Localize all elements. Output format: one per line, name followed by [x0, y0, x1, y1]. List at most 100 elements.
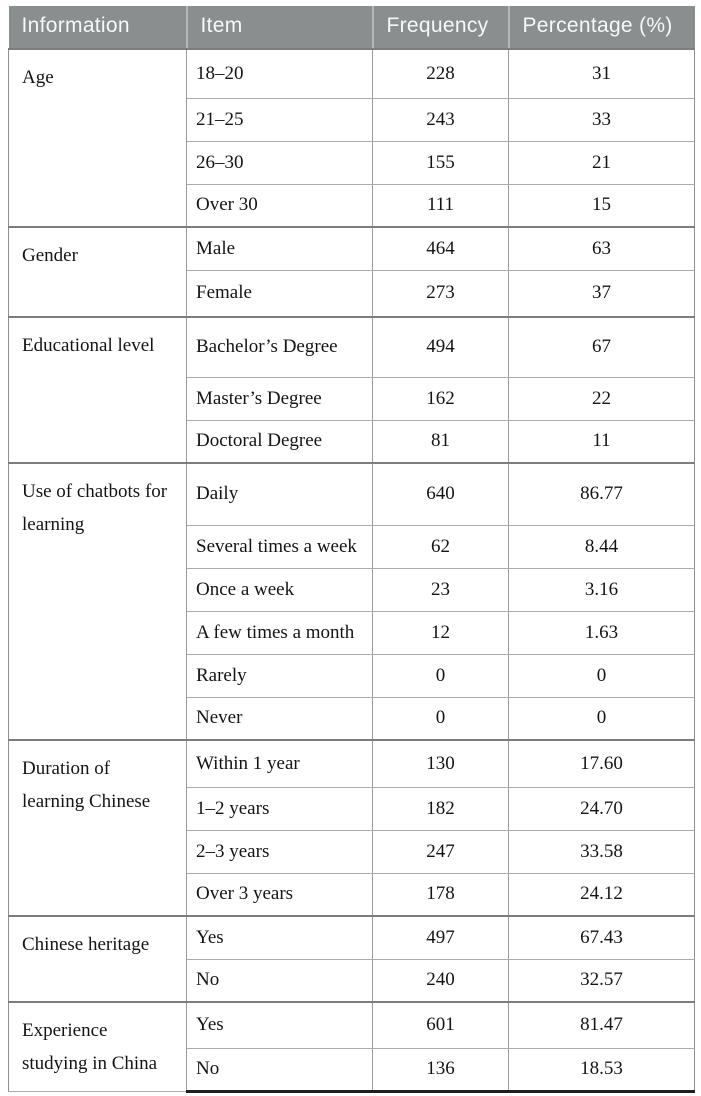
table-row: Doctoral Degree 81 11: [9, 419, 695, 464]
table-header: Information Item Frequency Percentage (%): [8, 6, 695, 50]
item-cell: Yes: [186, 1001, 373, 1049]
percentage-cell: 17.60: [508, 739, 695, 788]
percentage-cell: 22: [508, 376, 695, 421]
frequency-cell: 240: [372, 958, 509, 1003]
percentage-cell: 31: [508, 48, 695, 99]
table-row: Female 273 37: [9, 269, 695, 318]
table-row: Use of chatbots for learning Daily 640 86.7…: [8, 462, 695, 741]
column-header-item: Item: [186, 6, 374, 50]
frequency-cell: 0: [372, 696, 509, 741]
demographics-table: Information Item Frequency Percentage (%) A…: [8, 6, 695, 1093]
frequency-cell: 130: [372, 739, 509, 788]
percentage-cell: 18.53: [508, 1047, 695, 1093]
information-cell: Duration of learning Chinese: [8, 739, 187, 917]
table-row: Never 0 0: [9, 696, 695, 741]
frequency-cell: 247: [372, 829, 509, 874]
table-row: Gender Male 464 63: [8, 226, 695, 318]
table-row: Age 18–20 228 31: [8, 48, 695, 228]
table-row: Educational level Bachelor’s Degree 494 67: [8, 316, 695, 464]
table-row: Duration of learning Chinese Within 1 yea…: [8, 739, 695, 917]
item-cell: Doctoral Degree: [186, 419, 373, 464]
percentage-cell: 37: [508, 269, 695, 318]
percentage-cell: 86.77: [508, 462, 695, 526]
table-row: No 136 18.53: [9, 1047, 695, 1093]
percentage-cell: 81.47: [508, 1001, 695, 1049]
frequency-cell: 243: [372, 97, 509, 142]
percentage-cell: 1.63: [508, 610, 695, 655]
table-row: No 240 32.57: [9, 958, 695, 1003]
item-cell: Master’s Degree: [186, 376, 373, 421]
percentage-cell: 67.43: [508, 915, 695, 960]
table-row: A few times a month 12 1.63: [9, 610, 695, 655]
table-row: 26–30 155 21: [9, 140, 695, 185]
frequency-cell: 162: [372, 376, 509, 421]
information-cell: Gender: [8, 226, 187, 318]
item-cell: Rarely: [186, 653, 373, 698]
frequency-cell: 12: [372, 610, 509, 655]
information-cell: Use of chatbots for learning: [8, 462, 187, 741]
frequency-cell: 601: [372, 1001, 509, 1049]
frequency-cell: 178: [372, 872, 509, 917]
item-cell: Within 1 year: [186, 739, 373, 788]
information-cell: Age: [8, 48, 187, 228]
header-row: Information Item Frequency Percentage (%): [8, 6, 695, 50]
column-header-frequency: Frequency: [372, 6, 510, 50]
table-row: Experience studying in China Yes 601 81.47: [8, 1001, 695, 1092]
table-row: Over 30 111 15: [9, 183, 695, 228]
item-cell: 2–3 years: [186, 829, 373, 874]
percentage-cell: 15: [508, 183, 695, 228]
item-cell: Yes: [186, 915, 373, 960]
information-cell: Experience studying in China: [8, 1001, 187, 1092]
item-cell: Once a week: [186, 567, 373, 612]
frequency-cell: 0: [372, 653, 509, 698]
column-header-percentage: Percentage (%): [508, 6, 695, 50]
table-row: 2–3 years 247 33.58: [9, 829, 695, 874]
item-cell: A few times a month: [186, 610, 373, 655]
percentage-cell: 32.57: [508, 958, 695, 1003]
item-cell: No: [186, 958, 373, 1003]
table-row: Rarely 0 0: [9, 653, 695, 698]
item-cell: Female: [186, 269, 373, 318]
item-cell: Several times a week: [186, 524, 373, 569]
frequency-cell: 228: [372, 48, 509, 99]
table-row: Over 3 years 178 24.12: [9, 872, 695, 917]
percentage-cell: 0: [508, 653, 695, 698]
frequency-cell: 155: [372, 140, 509, 185]
information-cell: Chinese heritage: [8, 915, 187, 1003]
percentage-cell: 33.58: [508, 829, 695, 874]
frequency-cell: 136: [372, 1047, 509, 1093]
item-cell: 21–25: [186, 97, 373, 142]
percentage-cell: 63: [508, 226, 695, 271]
column-header-information: Information: [8, 6, 188, 50]
frequency-cell: 62: [372, 524, 509, 569]
percentage-cell: 0: [508, 696, 695, 741]
item-cell: Daily: [186, 462, 373, 526]
item-cell: Over 30: [186, 183, 373, 228]
item-cell: 18–20: [186, 48, 373, 99]
frequency-cell: 182: [372, 786, 509, 831]
table-row: Once a week 23 3.16: [9, 567, 695, 612]
percentage-cell: 11: [508, 419, 695, 464]
frequency-cell: 111: [372, 183, 509, 228]
frequency-cell: 81: [372, 419, 509, 464]
percentage-cell: 33: [508, 97, 695, 142]
percentage-cell: 8.44: [508, 524, 695, 569]
table-row: Chinese heritage Yes 497 67.43: [8, 915, 695, 1003]
information-cell: Educational level: [8, 316, 187, 464]
frequency-cell: 494: [372, 316, 509, 378]
percentage-cell: 21: [508, 140, 695, 185]
table-row: Master’s Degree 162 22: [9, 376, 695, 421]
table-row: Several times a week 62 8.44: [9, 524, 695, 569]
item-cell: Never: [186, 696, 373, 741]
frequency-cell: 23: [372, 567, 509, 612]
percentage-cell: 3.16: [508, 567, 695, 612]
item-cell: 1–2 years: [186, 786, 373, 831]
table-body: Age 18–20 228 31 21–25 243 33 26–30 155 21 Over 30…: [8, 48, 695, 1093]
table-row: 21–25 243 33: [9, 97, 695, 142]
percentage-cell: 67: [508, 316, 695, 378]
item-cell: Over 3 years: [186, 872, 373, 917]
frequency-cell: 273: [372, 269, 509, 318]
frequency-cell: 640: [372, 462, 509, 526]
demographics-table-container: Information Item Frequency Percentage (%) A…: [8, 6, 695, 1093]
percentage-cell: 24.12: [508, 872, 695, 917]
